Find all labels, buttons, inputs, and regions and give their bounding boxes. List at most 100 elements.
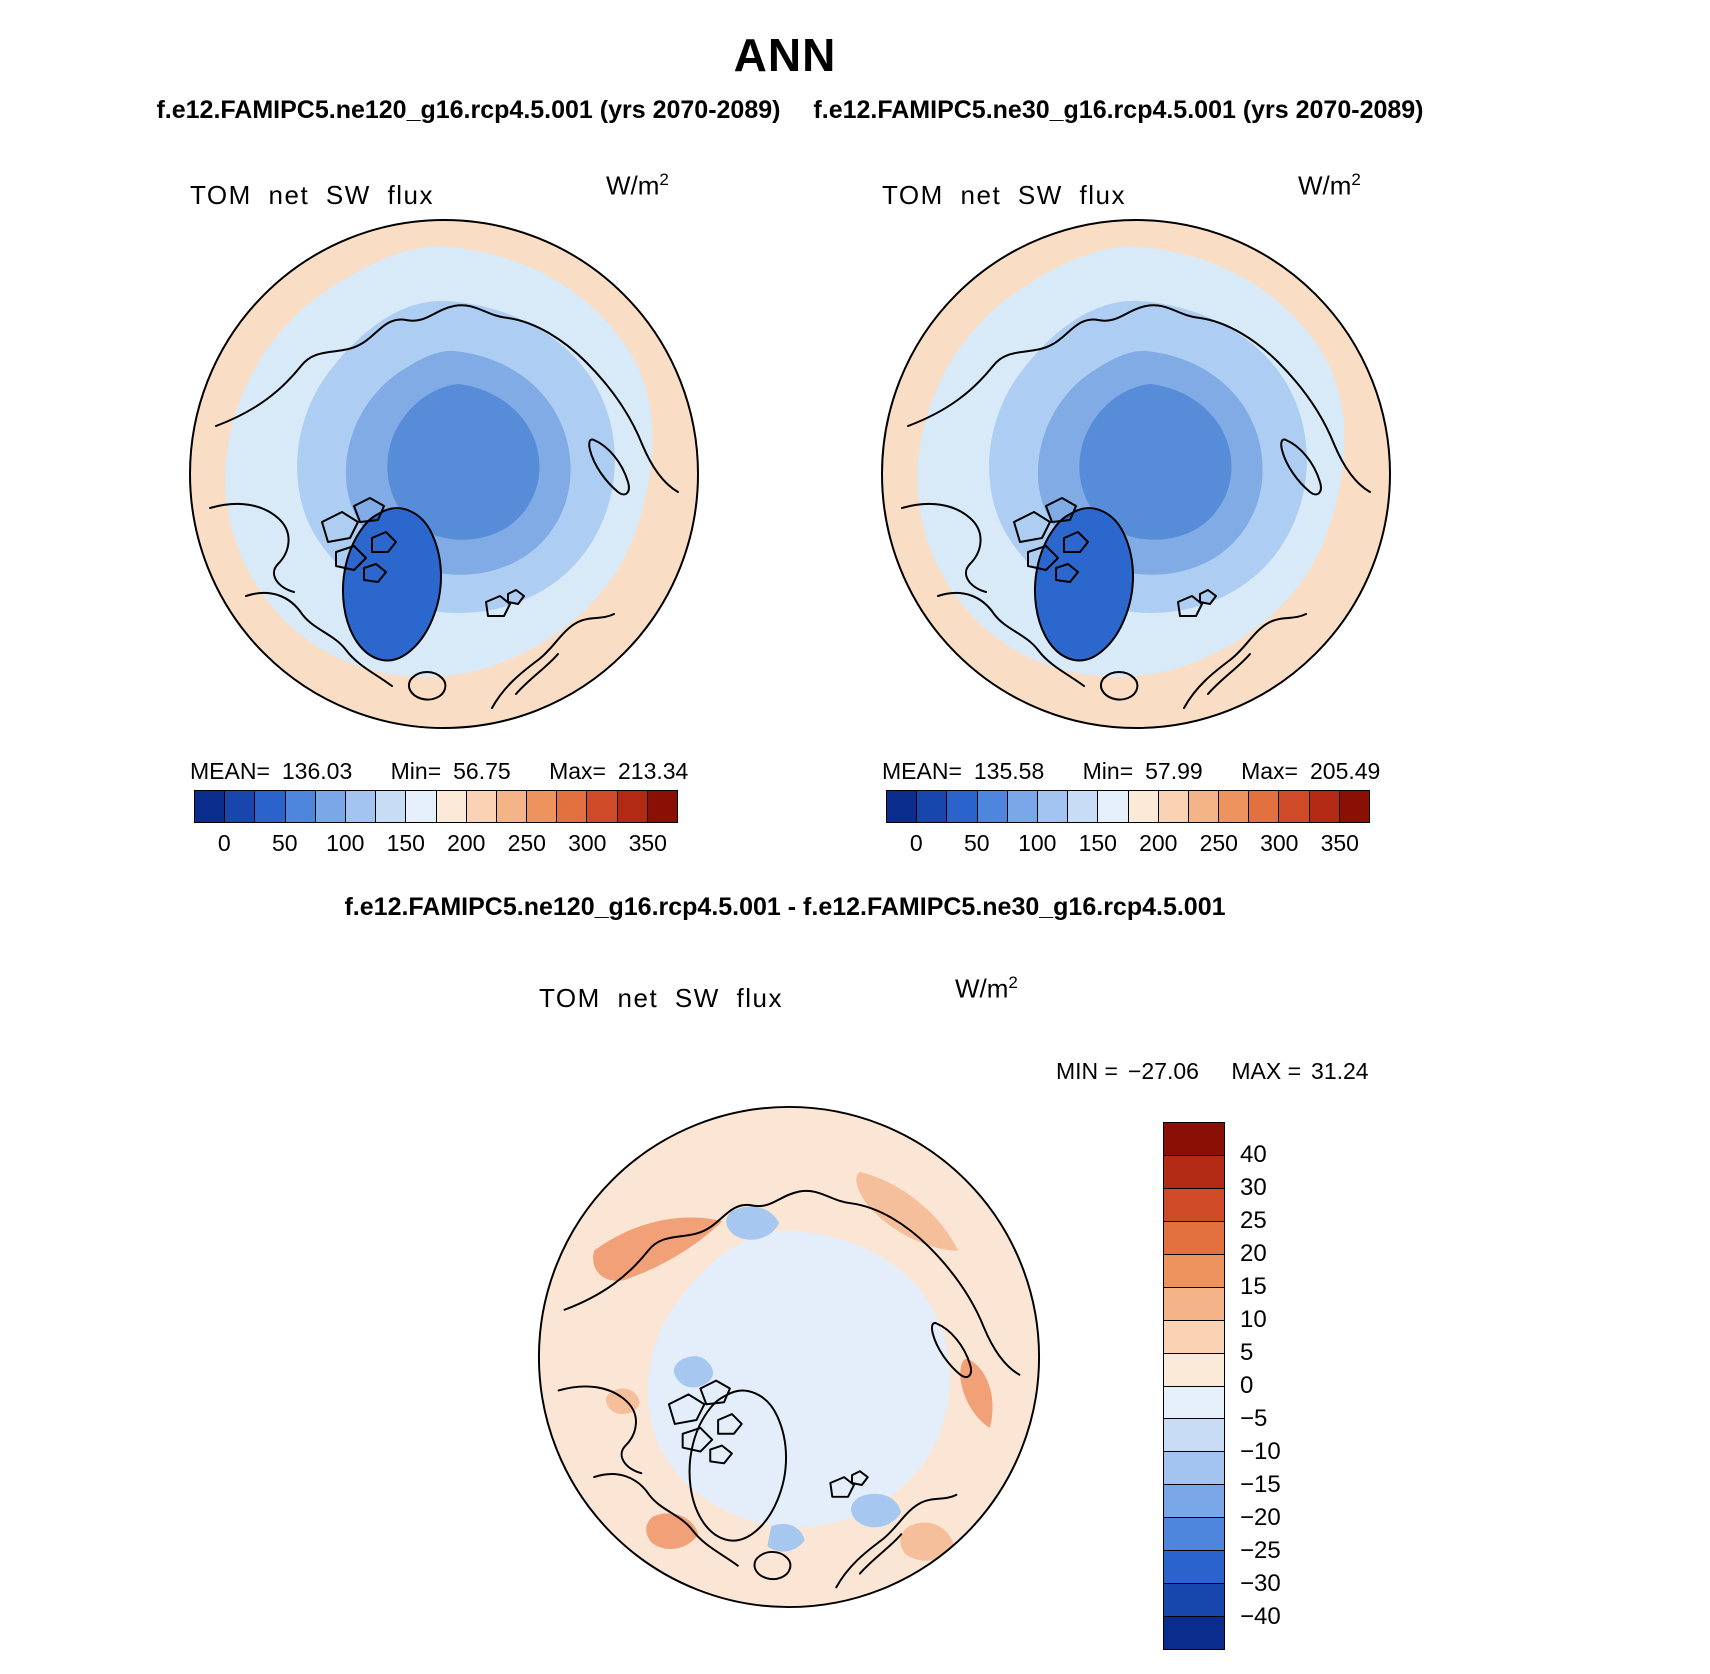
colorbar-tick-label: −5	[1240, 1405, 1268, 1432]
units-label: W/m2	[955, 973, 1018, 1005]
colorbar-tick-label: 0	[909, 830, 923, 856]
max-label: Max=	[549, 758, 606, 784]
colorbar-box	[375, 790, 407, 823]
colorbar-tick-label: 40	[1240, 1141, 1267, 1168]
colorbar-tick-label: −25	[1240, 1537, 1281, 1564]
mean-value: 136.03	[281, 758, 353, 784]
colorbar-tick-label: 300	[1260, 830, 1299, 856]
colorbar-box	[1338, 790, 1370, 823]
colorbar-box	[1278, 790, 1310, 823]
colorbar-tick-label: 100	[326, 830, 365, 856]
colorbar-tick-label: −40	[1240, 1603, 1281, 1630]
map-outline	[537, 1105, 1041, 1609]
colorbar-vertical-labels: 40 30 25 20 15 10 5 0 −5 −10 −15 −20 −25 −30 −40	[1240, 1122, 1340, 1650]
colorbar-box	[646, 790, 678, 823]
colorbar-box	[1006, 790, 1038, 823]
colorbar-box	[284, 790, 316, 823]
colorbar-box	[465, 790, 497, 823]
colorbar-box	[405, 790, 437, 823]
max-value: 31.24	[1311, 1058, 1369, 1084]
min-label: Min=	[1082, 758, 1134, 784]
panel-ne30: TOM net SW flux W/m2	[878, 170, 1398, 872]
colorbar-box	[1067, 790, 1099, 823]
colorbar-box	[1187, 790, 1220, 823]
colorbar-tick-label: 0	[1240, 1372, 1254, 1399]
units-exponent: 2	[1351, 170, 1361, 189]
colorbar-tick-label: 200	[447, 830, 486, 856]
colorbar-tick-label: 250	[1199, 830, 1238, 856]
colorbar-tick-label: 15	[1240, 1273, 1267, 1300]
panel-ne120: TOM net SW flux W/m2	[186, 170, 706, 872]
polar-map-ne120	[189, 219, 699, 729]
colorbar-tick-label: 250	[507, 830, 546, 856]
mean-value: 135.58	[973, 758, 1045, 784]
colorbar-horizontal	[886, 790, 1370, 823]
field-label: TOM net SW flux	[190, 180, 434, 210]
colorbar-tick-label: 50	[963, 830, 990, 856]
min-value: 56.75	[453, 758, 511, 784]
units-exponent: 2	[659, 170, 669, 189]
units-label: W/m2	[606, 170, 669, 202]
colorbar-box	[1218, 790, 1250, 823]
colorbar-box	[1248, 790, 1280, 823]
colorbar-tick-label: −10	[1240, 1438, 1281, 1465]
stats-line: MEAN= 136.03 Min= 56.75 Max= 213.34	[190, 758, 720, 785]
flux-field-shading	[190, 220, 698, 728]
difference-title: f.e12.FAMIPC5.ne120_g16.rcp4.5.001 - f.e…	[344, 893, 1226, 921]
colorbar-tick-label: 0	[217, 830, 231, 856]
colorbar-tick-label: 150	[386, 830, 425, 856]
mean-label: MEAN=	[882, 758, 962, 784]
colorbar-tick-label: 30	[1240, 1174, 1267, 1201]
colorbar-tick-label: 150	[1078, 830, 1117, 856]
colorbar-box	[314, 790, 346, 823]
colorbar-box	[1163, 1385, 1225, 1420]
colorbar-box	[224, 790, 256, 823]
colorbar-tick-label: 350	[1320, 830, 1359, 856]
colorbar-box	[1163, 1220, 1225, 1255]
colorbar-box	[1308, 790, 1340, 823]
max-label: Max=	[1241, 758, 1298, 784]
max-value: 213.34	[617, 758, 689, 784]
colorbar-box	[1036, 790, 1069, 823]
mean-label: MEAN=	[190, 758, 270, 784]
colorbar-tick-label: 200	[1139, 830, 1178, 856]
units-base: W/m	[955, 973, 1009, 1004]
colorbar-box	[526, 790, 558, 823]
colorbar-box	[1163, 1484, 1225, 1519]
polar-map-difference	[537, 1105, 1041, 1609]
colorbar-ticks: 0 50 100 150 200 250 300 350	[886, 830, 1370, 858]
units-label: W/m2	[1298, 170, 1361, 202]
greenland-outline	[688, 1389, 788, 1542]
colorbar-tick-label: −20	[1240, 1504, 1281, 1531]
colorbar-box	[1097, 790, 1129, 823]
colorbar-box	[1163, 1517, 1225, 1552]
colorbar-box	[1163, 1154, 1225, 1189]
colorbar-box	[616, 790, 648, 823]
field-label: TOM net SW flux	[539, 983, 783, 1013]
figure-title: ANN	[733, 29, 837, 81]
units-exponent: 2	[1008, 973, 1018, 992]
colorbar-box	[1163, 1583, 1225, 1618]
colorbar-box	[556, 790, 588, 823]
colorbar-box	[1163, 1451, 1225, 1486]
colorbar-tick-label: 10	[1240, 1306, 1267, 1333]
stats-line: MEAN= 135.58 Min= 57.99 Max= 205.49	[882, 758, 1412, 785]
colorbar-box	[946, 790, 978, 823]
colorbar-tick-label: −15	[1240, 1471, 1281, 1498]
min-label: MIN =	[1056, 1058, 1118, 1084]
run-name-left: f.e12.FAMIPC5.ne120_g16.rcp4.5.001 (yrs …	[156, 96, 781, 124]
colorbar-tick-label: 25	[1240, 1207, 1267, 1234]
colorbar-tick-label: 5	[1240, 1339, 1254, 1366]
coastlines	[901, 304, 1371, 709]
colorbar-box	[1163, 1286, 1225, 1321]
flux-field-shading	[882, 220, 1390, 728]
colorbar-box	[916, 790, 948, 823]
greenland-landmass	[342, 507, 442, 662]
max-value: 205.49	[1309, 758, 1381, 784]
colorbar-box	[1157, 790, 1189, 823]
min-value: 57.99	[1145, 758, 1203, 784]
colorbar-ticks: 0 50 100 150 200 250 300 350	[194, 830, 678, 858]
field-label: TOM net SW flux	[882, 180, 1126, 210]
colorbar-box	[1163, 1418, 1225, 1453]
map-outline	[189, 219, 699, 729]
